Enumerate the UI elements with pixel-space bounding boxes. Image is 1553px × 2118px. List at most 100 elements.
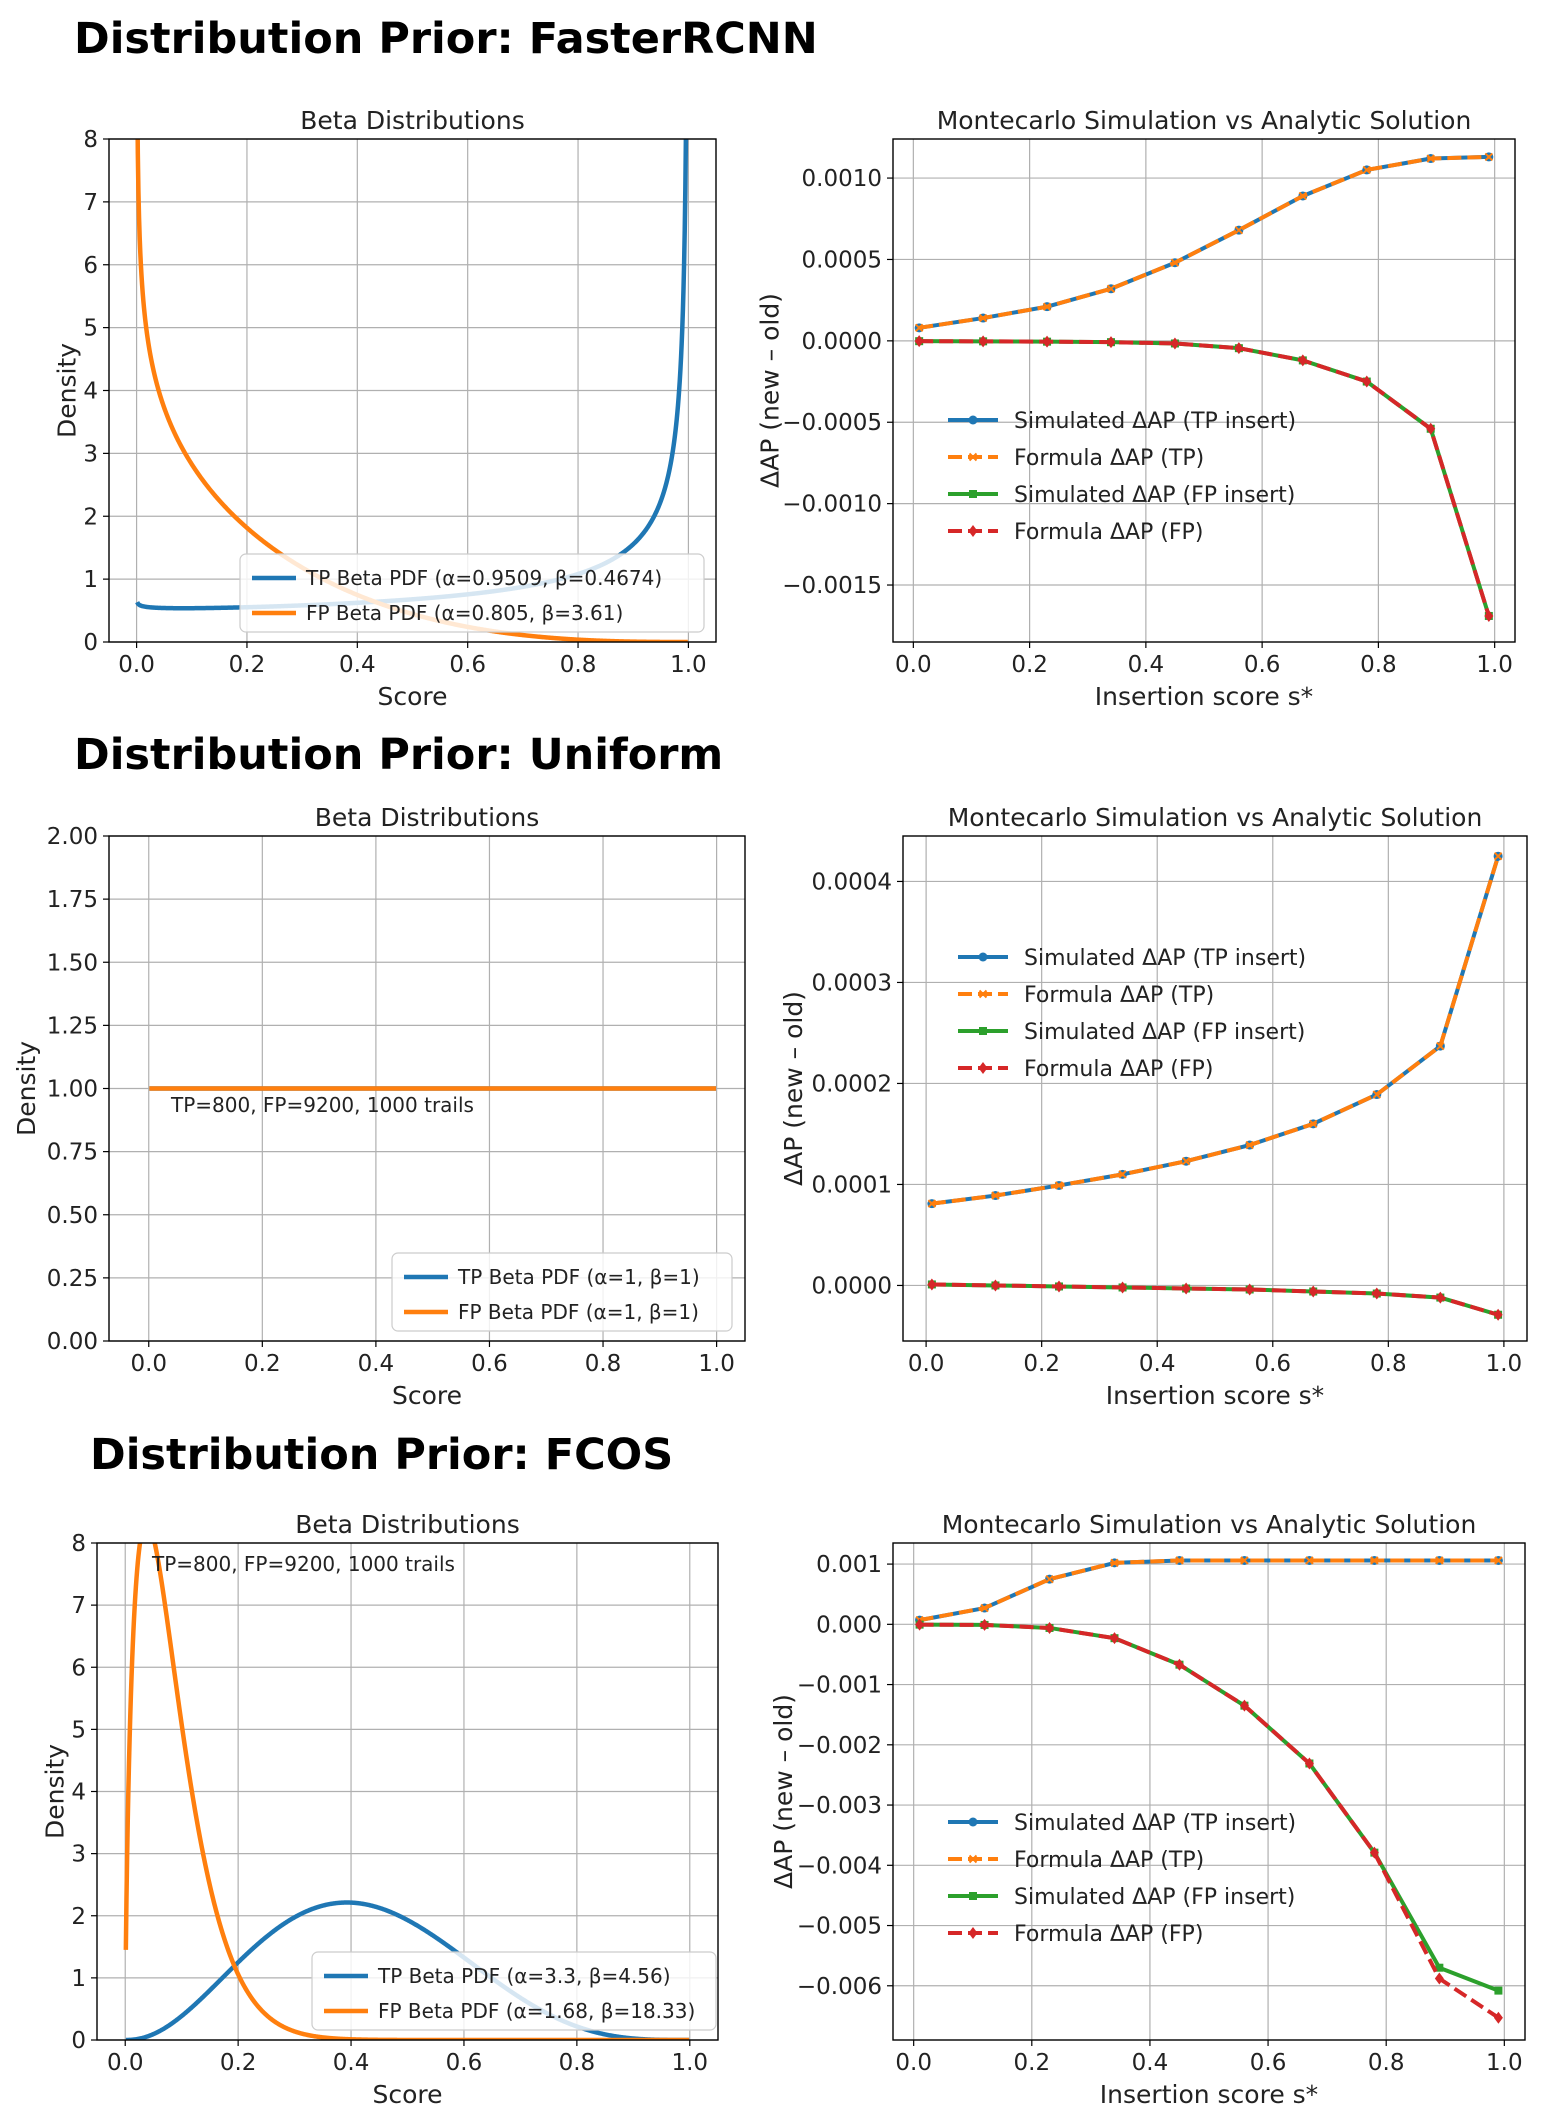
x-tick-label: 0.4 — [333, 2050, 370, 2076]
y-tick-label: 0.75 — [47, 1140, 98, 1166]
chart-fcos-beta: 0.0 0.2 0.4 0.6 0.8 1.0 0 1 2 3 4 5 6 7 8 Beta Distribu… — [41, 1510, 719, 2109]
y-axis-label: Density — [41, 1744, 70, 1839]
legend-label-3: Formula ΔAP (FP) — [1014, 520, 1203, 545]
y-tick-label: −0.005 — [797, 1914, 882, 1940]
y-tick-label: 2.00 — [47, 824, 98, 850]
y-tick-label: 1.75 — [47, 887, 98, 913]
x-axis-label: Insertion score s* — [1106, 1381, 1324, 1410]
legend-marker-0 — [978, 952, 988, 962]
data-point — [1109, 1632, 1119, 1645]
x-tick-label: 1.0 — [1476, 652, 1513, 678]
y-axis-label: Density — [53, 343, 82, 438]
y-tick-label: 5 — [71, 1717, 86, 1743]
data-point — [991, 1191, 1000, 1200]
data-point — [1484, 152, 1494, 162]
x-tick-label: 0.4 — [1132, 2050, 1169, 2076]
x-tick-label: 0.0 — [130, 1351, 167, 1377]
data-point — [1372, 1090, 1381, 1099]
data-point — [927, 1199, 937, 1209]
legend-marker-2 — [969, 1892, 977, 1900]
y-tick-label: 7 — [71, 1593, 86, 1619]
series-line-3 — [919, 339, 1491, 617]
x-tick-label: 0.8 — [1368, 2050, 1405, 2076]
x-tick-label: 0.6 — [449, 652, 486, 678]
data-point — [980, 1620, 989, 1629]
legend-frame — [311, 1951, 717, 2031]
data-point — [1234, 344, 1243, 353]
series-line-2 — [919, 339, 1491, 617]
y-tick-label: 7 — [83, 190, 98, 216]
data-point — [1494, 1556, 1503, 1565]
y-tick-label: 0.0000 — [802, 329, 882, 355]
x-tick-label: 1.0 — [1486, 1351, 1523, 1377]
x-axis-label: Score — [377, 682, 447, 711]
legend: Simulated ΔAP (TP insert) Formula ΔAP (TP… — [948, 409, 1296, 545]
data-point — [1174, 1555, 1184, 1565]
y-tick-label: 5 — [83, 316, 98, 342]
series-line-1 — [123, 1543, 691, 2040]
x-tick-label: 0.8 — [1360, 652, 1397, 678]
y-tick-label: −0.004 — [797, 1853, 882, 1879]
data-point — [1234, 225, 1244, 235]
y-tick-label: −0.0015 — [782, 573, 882, 599]
y-tick-label: 8 — [71, 1531, 86, 1557]
data-point — [1239, 1555, 1249, 1565]
data-point — [1245, 1140, 1254, 1150]
legend-label-1: FP Beta PDF (α=1.68, β=18.33) — [378, 1999, 695, 2023]
y-tick-label: −0.006 — [797, 1974, 882, 2000]
y-axis-label: Density — [12, 1041, 41, 1136]
x-tick-label: 0.4 — [339, 652, 376, 678]
series-line-2 — [919, 1622, 1500, 1993]
x-tick-label: 1.0 — [670, 652, 707, 678]
legend: TP Beta PDF (α=1, β=1) FP Beta PDF (α=1, … — [391, 1252, 733, 1332]
chart-title: Montecarlo Simulation vs Analytic Soluti… — [942, 1510, 1477, 1539]
y-tick-label: 4 — [71, 1780, 86, 1806]
data-point — [1110, 1558, 1119, 1568]
x-tick-label: 0.4 — [1139, 1351, 1176, 1377]
data-point — [980, 1618, 990, 1631]
data-point — [1245, 1283, 1255, 1296]
x-tick-label: 0.0 — [107, 2050, 144, 2076]
series-line-1 — [135, 139, 690, 642]
data-point — [1175, 1660, 1184, 1669]
series-line-2 — [931, 1282, 1499, 1317]
y-tick-label: 0.001 — [816, 1552, 882, 1578]
plot-frame — [108, 138, 717, 643]
series-line-1 — [918, 154, 1489, 330]
y-tick-label: 0.00 — [47, 1329, 98, 1355]
chart-fcos-mc: 0.0 0.2 0.4 0.6 0.8 1.0 −0.006 −0.005 −0.004 −0.0… — [769, 1510, 1526, 2109]
data-point — [1181, 1282, 1191, 1295]
data-point — [1245, 1140, 1255, 1150]
x-tick-label: 0.0 — [895, 2050, 932, 2076]
data-point — [1118, 1170, 1127, 1179]
data-point — [1181, 1157, 1191, 1166]
y-axis-label: ΔAP (new – old) — [756, 293, 785, 488]
legend-label-0: TP Beta PDF (α=0.9509, β=0.4674) — [305, 566, 662, 590]
x-tick-label: 0.4 — [358, 1351, 395, 1377]
data-point — [1435, 1963, 1444, 1972]
data-point — [1045, 1623, 1054, 1632]
data-point — [978, 313, 988, 323]
data-point — [914, 323, 924, 333]
data-point — [1234, 225, 1244, 235]
data-point — [980, 1603, 990, 1613]
data-point — [1182, 1284, 1191, 1293]
section-title-fasterrcnn: Distribution Prior: FasterRCNN — [74, 14, 818, 64]
data-point — [979, 337, 988, 346]
data-point — [1042, 302, 1052, 311]
data-point — [927, 1280, 936, 1289]
x-tick-label: 0.0 — [908, 1351, 945, 1377]
data-point — [1234, 342, 1244, 355]
data-point — [1484, 611, 1493, 620]
data-point — [1493, 851, 1503, 861]
x-axis-label: Insertion score s* — [1095, 682, 1313, 711]
data-point — [1484, 609, 1494, 622]
series-line-3 — [919, 1622, 1500, 2020]
data-point — [1045, 1574, 1055, 1584]
x-tick-label: 0.8 — [559, 2050, 596, 2076]
data-point — [1106, 284, 1116, 293]
data-point — [1298, 191, 1308, 201]
x-tick-label: 0.6 — [471, 1351, 508, 1377]
data-point — [1175, 1556, 1184, 1565]
